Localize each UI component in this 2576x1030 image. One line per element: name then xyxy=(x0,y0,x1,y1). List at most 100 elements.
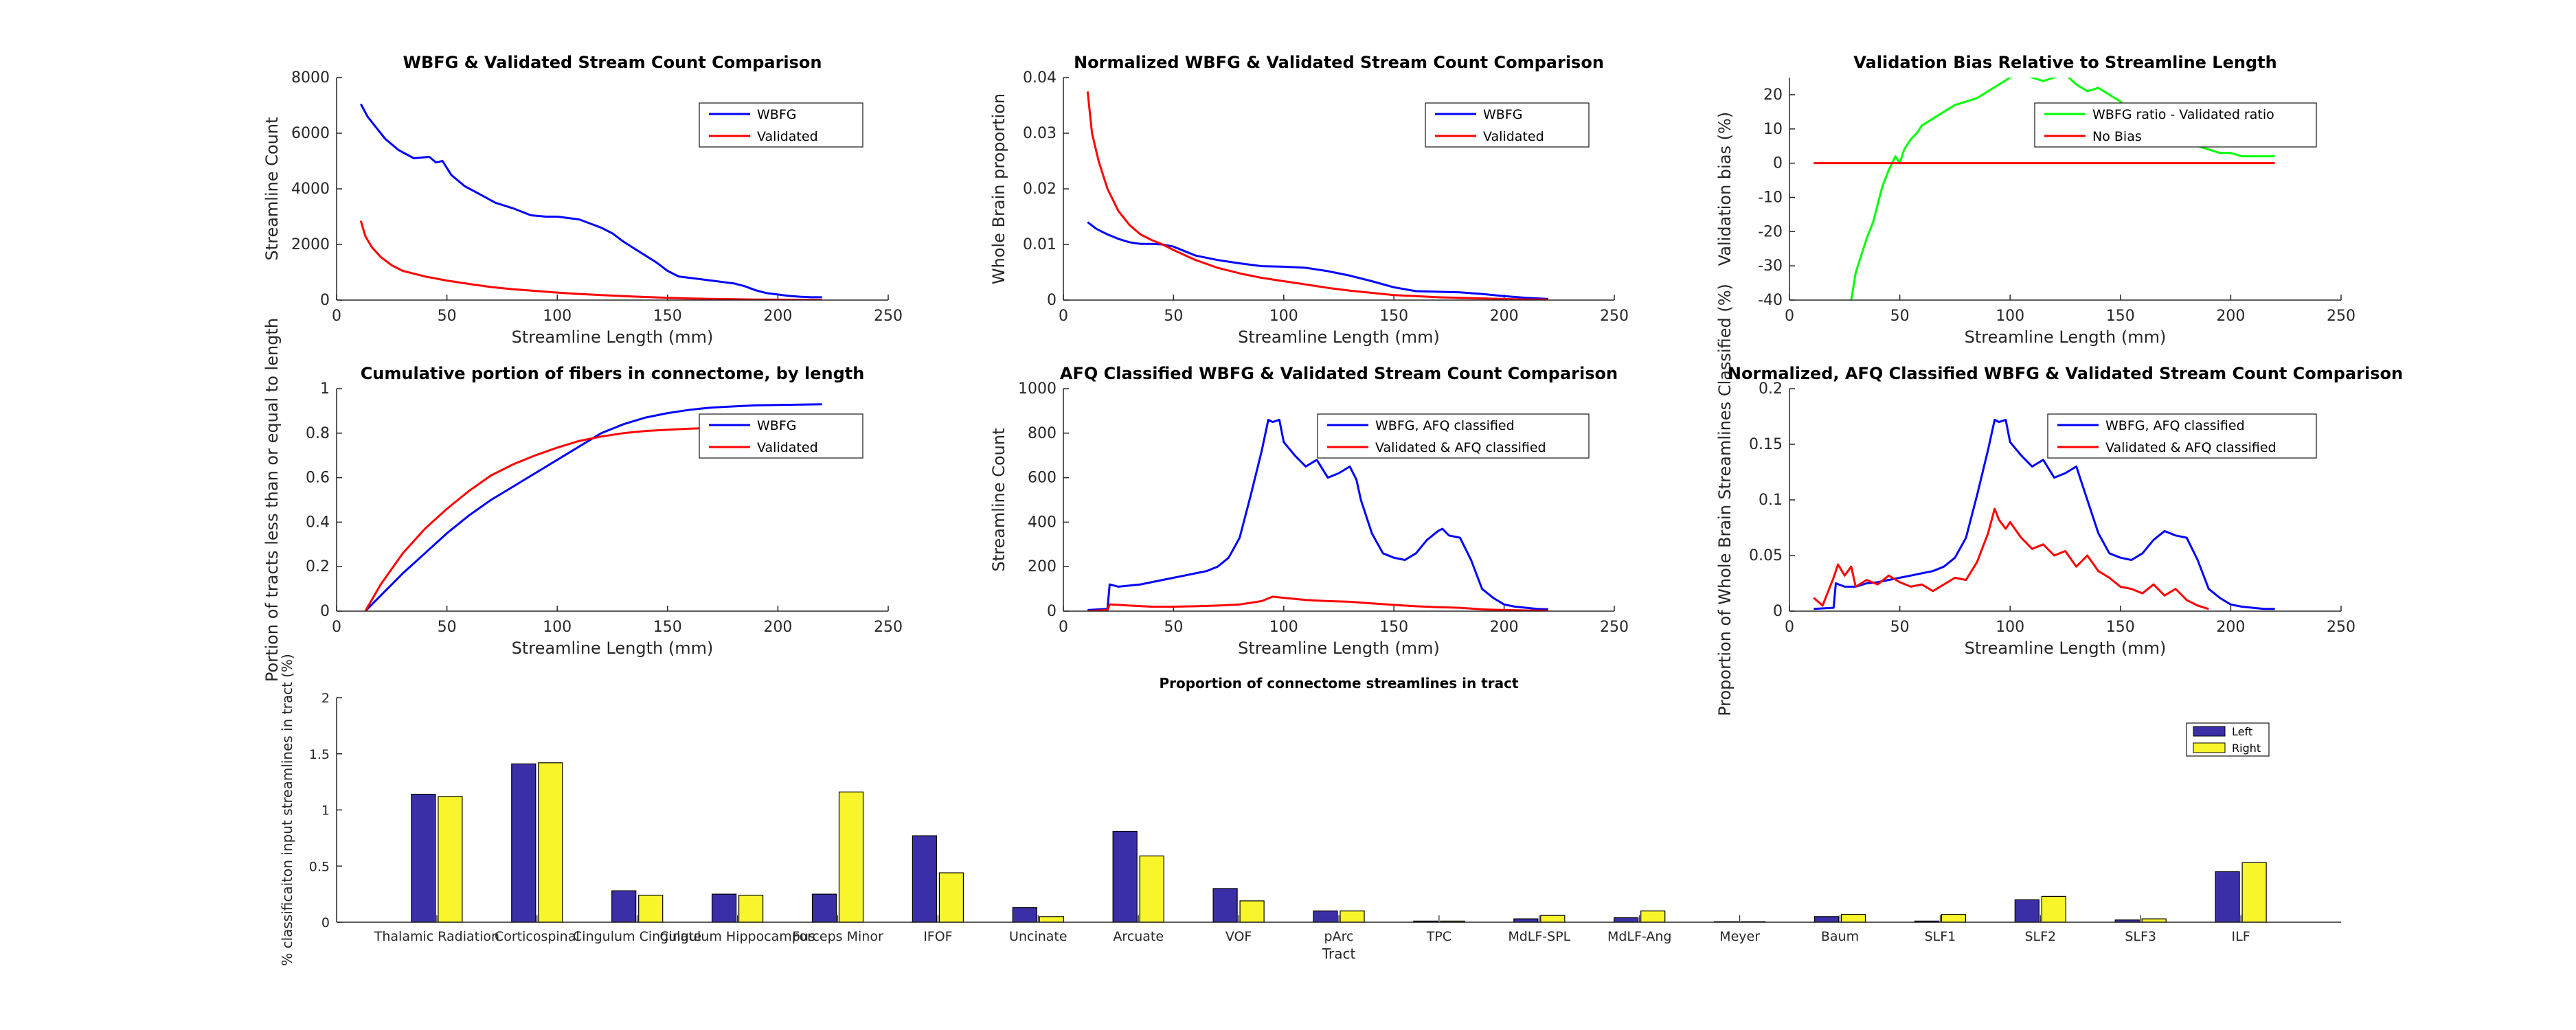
plot-area xyxy=(1087,418,1548,611)
y-tick-label: -40 xyxy=(1758,292,1783,309)
y-tick-label: 800 xyxy=(1028,425,1057,442)
legend: WBFG Validated xyxy=(699,413,863,459)
x-tick-label: 250 xyxy=(874,619,903,636)
x-tick-label: 50 xyxy=(1164,308,1183,325)
y-axis-label: Streamline Count xyxy=(989,428,1008,571)
legend-label: WBFG xyxy=(757,418,796,433)
x-tick-label: 0 xyxy=(1785,619,1794,636)
series-line-wbfg-afq-classified xyxy=(1087,418,1548,611)
category-label: Meyer xyxy=(1719,929,1760,944)
x-tick-label: 250 xyxy=(1600,308,1629,325)
y-tick-label: 0.01 xyxy=(1023,236,1057,253)
x-tick-label: 250 xyxy=(2327,619,2355,636)
y-tick-label: -10 xyxy=(1758,189,1783,206)
bar-left-cingulum-hippocampus xyxy=(711,893,737,923)
y-tick-label: 400 xyxy=(1028,514,1057,531)
x-tick-label: 250 xyxy=(1600,619,1629,636)
bar-left-baum xyxy=(1814,916,1840,923)
legend-swatch-right xyxy=(2193,742,2226,753)
bar-left-uncinate xyxy=(1012,907,1037,923)
y-axis-label: % classificaiton input streamlines in tr… xyxy=(279,654,295,966)
x-axis-label: Streamline Length (mm) xyxy=(1965,328,2167,347)
x-tick-label: 0 xyxy=(332,308,341,325)
x-tick-label: 150 xyxy=(653,308,682,325)
y-axis-label: Whole Brain proportion xyxy=(989,93,1008,284)
y-tick-label: 0.04 xyxy=(1023,69,1057,87)
y-tick-label: -30 xyxy=(1758,258,1783,275)
y-tick-label: 1000 xyxy=(1018,380,1057,398)
y-tick-label: 0 xyxy=(1773,603,1783,620)
plot-area xyxy=(1813,418,2275,610)
category-label: Thalamic Radiation xyxy=(374,929,499,944)
series-line-wbfg xyxy=(359,103,822,299)
legend: WBFG, AFQ classified Validated & AFQ clas… xyxy=(2047,413,2317,459)
legend-label: WBFG xyxy=(757,107,796,122)
bar-left-parc xyxy=(1313,911,1338,923)
bar-left-corticospinal xyxy=(511,763,536,923)
bar-left-mdlf-ang xyxy=(1614,917,1639,923)
y-tick-label: 0 xyxy=(1047,603,1057,620)
bar-right-slf1 xyxy=(1941,913,1967,923)
bar-left-ilf xyxy=(2215,871,2240,923)
x-tick-label: 100 xyxy=(543,619,572,636)
x-tick-label: 200 xyxy=(763,619,792,636)
y-tick-label: 0 xyxy=(320,292,330,309)
x-axis-label: Streamline Length (mm) xyxy=(512,639,714,658)
series-line-validated xyxy=(359,220,822,300)
bar-right-thalamic-radiation xyxy=(438,796,463,923)
legend-label: Validated & AFQ classified xyxy=(1375,440,1546,455)
legend-swatch-left xyxy=(2193,726,2226,737)
legend-label: Right xyxy=(2232,742,2261,755)
bar-left-forceps-minor xyxy=(811,893,837,923)
legend: WBFG Validated xyxy=(1425,102,1590,148)
x-axis-label: Streamline Length (mm) xyxy=(1965,639,2167,658)
x-tick-label: 200 xyxy=(2216,619,2245,636)
legend-label: Validated xyxy=(757,129,818,144)
category-label: Cingulum Cingulate xyxy=(573,929,701,944)
legend: WBFG Validated xyxy=(699,102,863,148)
category-label: SLF1 xyxy=(1925,929,1956,944)
x-tick-label: 50 xyxy=(438,619,457,636)
y-tick-label: 0 xyxy=(320,603,330,620)
bar-right-forceps-minor xyxy=(838,791,864,923)
y-tick-label: 1 xyxy=(320,380,330,398)
bar-right-uncinate xyxy=(1039,916,1064,923)
y-tick-label: 2 xyxy=(321,691,330,706)
legend-label: Validated & AFQ classified xyxy=(2105,440,2276,455)
y-axis-label: Proportion of Whole Brain Streamlines Cl… xyxy=(1715,284,1735,716)
y-tick-label: 0.6 xyxy=(306,470,330,487)
x-tick-label: 0 xyxy=(332,619,341,636)
y-tick-label: 0.4 xyxy=(306,514,330,531)
x-tick-label: 0 xyxy=(1059,308,1068,325)
chart-title: Proportion of connectome streamlines in … xyxy=(1159,675,1519,691)
chart-p5: AFQ Classified WBFG & Validated Stream C… xyxy=(989,364,1629,658)
chart-title: Cumulative portion of fibers in connecto… xyxy=(361,364,865,383)
x-tick-label: 150 xyxy=(653,619,682,636)
y-axis-label: Validation bias (%) xyxy=(1715,112,1735,266)
y-tick-label: 20 xyxy=(1763,87,1783,104)
chart-title: Validation Bias Relative to Streamline L… xyxy=(1853,53,2276,72)
bar-right-mdlf-ang xyxy=(1640,911,1666,923)
x-axis-label: Streamline Length (mm) xyxy=(1238,328,1440,347)
legend: WBFG ratio - Validated ratio No Bias xyxy=(2034,102,2317,148)
x-tick-label: 250 xyxy=(2327,308,2355,325)
y-tick-label: 10 xyxy=(1763,121,1783,138)
x-tick-label: 200 xyxy=(2216,308,2245,325)
x-tick-label: 50 xyxy=(1890,619,1910,636)
y-tick-label: 0.2 xyxy=(306,558,330,575)
category-label: MdLF-SPL xyxy=(1508,929,1570,944)
y-tick-label: 0.05 xyxy=(1749,547,1783,564)
legend: WBFG, AFQ classified Validated & AFQ clas… xyxy=(1317,413,1590,459)
x-axis-label: Tract xyxy=(1322,946,1356,962)
x-tick-label: 200 xyxy=(1490,308,1519,325)
bar-right-ifof xyxy=(938,872,964,923)
y-tick-label: 0.15 xyxy=(1749,436,1783,453)
x-tick-label: 150 xyxy=(1379,308,1408,325)
x-tick-label: 50 xyxy=(1164,619,1183,636)
legend-label: WBFG ratio - Validated ratio xyxy=(2092,107,2274,122)
y-tick-label: 200 xyxy=(1028,558,1057,575)
y-tick-label: 0.5 xyxy=(309,859,330,874)
chart-title: Normalized WBFG & Validated Stream Count… xyxy=(1074,53,1604,72)
bar-right-parc xyxy=(1340,911,1365,923)
